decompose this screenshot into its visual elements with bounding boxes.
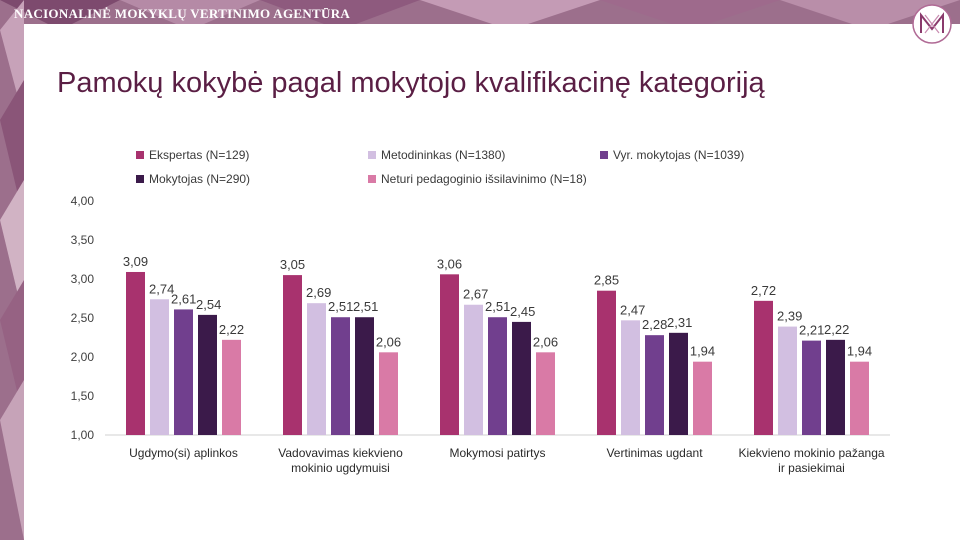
legend-item-neturi-pedagoginio: Neturi pedagoginio išsilavinimo (N=18) [368,172,587,186]
y-tick-label: 1,50 [71,389,95,403]
legend-label: Vyr. mokytojas (N=1039) [613,148,745,162]
bar-1-5 [754,300,773,435]
bar-3-3 [488,317,507,435]
legend-item-metodininkas: Metodininkas (N=1380) [368,148,505,162]
data-label: 2,22 [824,322,849,337]
legend-swatch [136,151,144,159]
y-tick-label: 1,00 [71,428,95,442]
bar-2-2 [307,303,326,435]
bar-5-4 [693,361,712,435]
x-tick-label: Vadovavimas kiekvieno mokinio ugdymuisi [278,446,403,475]
legend-item-ekspertas: Ekspertas (N=129) [136,148,249,162]
bar-5-5 [850,361,869,435]
data-label: 2,28 [642,317,667,332]
data-label: 2,67 [463,287,488,302]
data-label: 2,51 [353,299,378,314]
bar-5-1 [222,339,241,435]
bar-5-3 [536,352,555,435]
x-tick-label: Mokymosi patirtys [449,446,546,460]
legend-label: Metodininkas (N=1380) [381,148,506,162]
bar-4-5 [826,339,845,435]
data-label: 2,61 [171,291,196,306]
x-tick-label: Vertinimas ugdant [606,446,703,460]
data-label: 2,45 [510,304,535,319]
bar-3-4 [645,335,664,435]
data-label: 2,06 [533,334,558,349]
data-label: 2,85 [594,273,619,288]
legend-item-mokytojas: Mokytojas (N=290) [136,172,250,186]
bar-2-1 [150,299,169,435]
chart-legend: Ekspertas (N=129) Metodininkas (N=1380) … [0,0,960,190]
data-label: 2,06 [376,334,401,349]
bar-3-2 [331,317,350,435]
data-label: 2,74 [149,281,174,296]
legend-label: Ekspertas (N=129) [149,148,250,162]
y-tick-label: 3,00 [71,272,95,286]
data-label: 2,72 [751,283,776,298]
data-label: 2,51 [328,299,353,314]
data-label: 2,39 [777,309,802,324]
data-label: 2,69 [306,285,331,300]
y-tick-label: 2,00 [71,350,95,364]
legend-item-vyr-mokytojas: Vyr. mokytojas (N=1039) [600,148,744,162]
x-tick-label: Ugdymo(si) aplinkos [129,446,238,460]
bar-4-2 [355,317,374,435]
data-label: 2,51 [485,299,510,314]
legend-label: Neturi pedagoginio išsilavinimo (N=18) [381,172,587,186]
y-tick-label: 4,00 [71,194,95,208]
agency-logo-icon [912,4,952,44]
data-label: 3,06 [437,256,462,271]
bar-4-3 [512,321,531,435]
bar-1-4 [597,290,616,435]
data-label: 3,09 [123,254,148,269]
bar-1-2 [283,275,302,435]
data-label: 1,94 [690,344,715,359]
bar-3-1 [174,309,193,435]
legend-swatch [136,175,144,183]
data-label: 2,31 [667,315,692,330]
legend-swatch [600,151,608,159]
legend-label: Mokytojas (N=290) [149,172,251,186]
data-label: 2,21 [799,323,824,338]
bar-1-1 [126,271,145,435]
bar-4-4 [669,332,688,435]
data-label: 2,47 [620,302,645,317]
x-tick-label: Kiekvieno mokinio pažanga ir pasiekimai [738,446,885,475]
bar-2-3 [464,304,483,435]
page-title: Pamokų kokybė pagal mokytojo kvalifikaci… [57,67,765,99]
bar-5-2 [379,352,398,435]
slide-panel [24,24,960,540]
y-tick-label: 2,50 [71,311,95,325]
data-label: 1,94 [847,344,872,359]
bar-2-4 [621,320,640,435]
legend-swatch [368,151,376,159]
legend-swatch [368,175,376,183]
bar-4-1 [198,314,217,435]
bar-1-3 [440,274,459,435]
data-label: 2,54 [196,297,221,312]
agency-name: NACIONALINĖ MOKYKLŲ VERTINIMO AGENTŪRA [14,6,351,21]
data-label: 3,05 [280,257,305,272]
bar-3-5 [802,340,821,435]
y-tick-label: 3,50 [71,233,95,247]
bar-2-5 [778,326,797,435]
data-label: 2,22 [219,322,244,337]
